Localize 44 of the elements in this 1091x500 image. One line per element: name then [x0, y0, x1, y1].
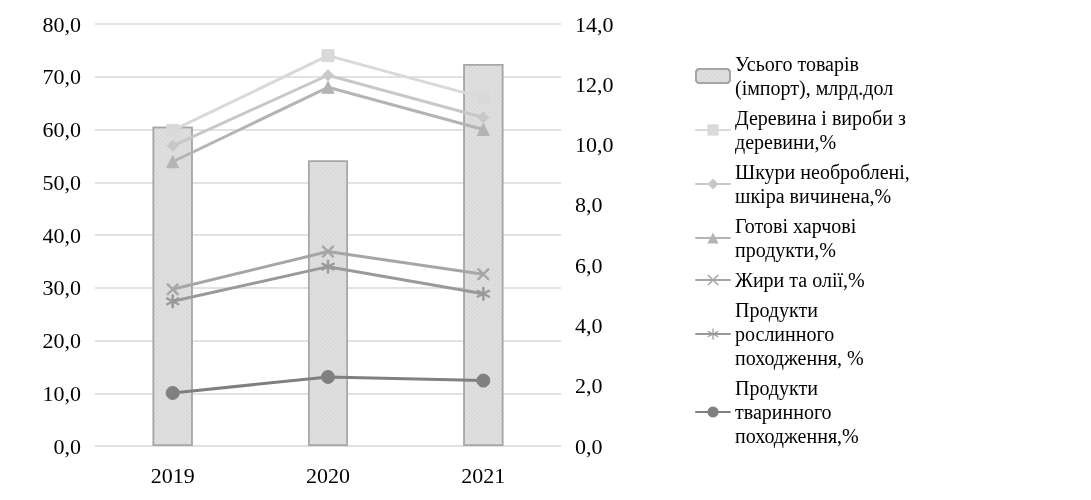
point: [476, 373, 491, 388]
x-tick-label: 2020: [306, 462, 350, 488]
point: [166, 123, 180, 137]
x-tick-label: 2019: [150, 462, 195, 488]
legend-label: Продукти рослинного походження, %: [735, 299, 864, 370]
y2-tick-label: 6,0: [575, 252, 603, 278]
point: [476, 123, 490, 136]
point: [165, 385, 180, 400]
y2-tick-label: 4,0: [575, 312, 603, 338]
point: [166, 282, 180, 296]
point: [321, 49, 335, 63]
legend-label: Продукти тваринного походження,%: [735, 377, 859, 448]
y-tick-label: 40,0: [42, 222, 81, 248]
y-tick-label: 60,0: [42, 117, 81, 142]
y2-tick-label: 2,0: [575, 373, 603, 399]
y-tick-label: 20,0: [42, 328, 81, 353]
legend-label: Шкури необроблені, шкіра вичинена,%: [735, 161, 915, 208]
point: [166, 155, 180, 169]
y-tick-label: 30,0: [42, 275, 81, 301]
point: [477, 111, 490, 124]
y2-tick-label: 12,0: [575, 71, 614, 97]
y-tick-label: 50,0: [42, 169, 81, 195]
y2-tick-label: 0,0: [575, 433, 603, 459]
legend-label: Жири та олії,%: [735, 269, 865, 292]
point: [476, 286, 491, 301]
point: [321, 80, 335, 94]
point: [321, 245, 335, 259]
y2-tick-label: 10,0: [575, 132, 614, 158]
x-tick-label: 2021: [461, 462, 506, 488]
point: [166, 139, 179, 152]
point: [165, 294, 180, 309]
y2-tick-label: 8,0: [575, 192, 603, 218]
y-tick-label: 80,0: [42, 11, 81, 37]
point: [321, 259, 335, 274]
point: [322, 69, 334, 82]
legend-label: Готові харчові продукти,%: [735, 215, 862, 262]
point: [321, 369, 335, 384]
point: [476, 267, 490, 281]
legend-label: Усього товарів (імпорт), млрд.дол: [735, 53, 894, 100]
y-tick-label: 10,0: [42, 380, 81, 406]
y-tick-label: 70,0: [42, 64, 81, 90]
y-tick-label: 0,0: [53, 433, 81, 459]
y2-tick-label: 14,0: [575, 11, 614, 37]
legend-label: Деревина і вироби з деревини,%: [735, 107, 911, 154]
